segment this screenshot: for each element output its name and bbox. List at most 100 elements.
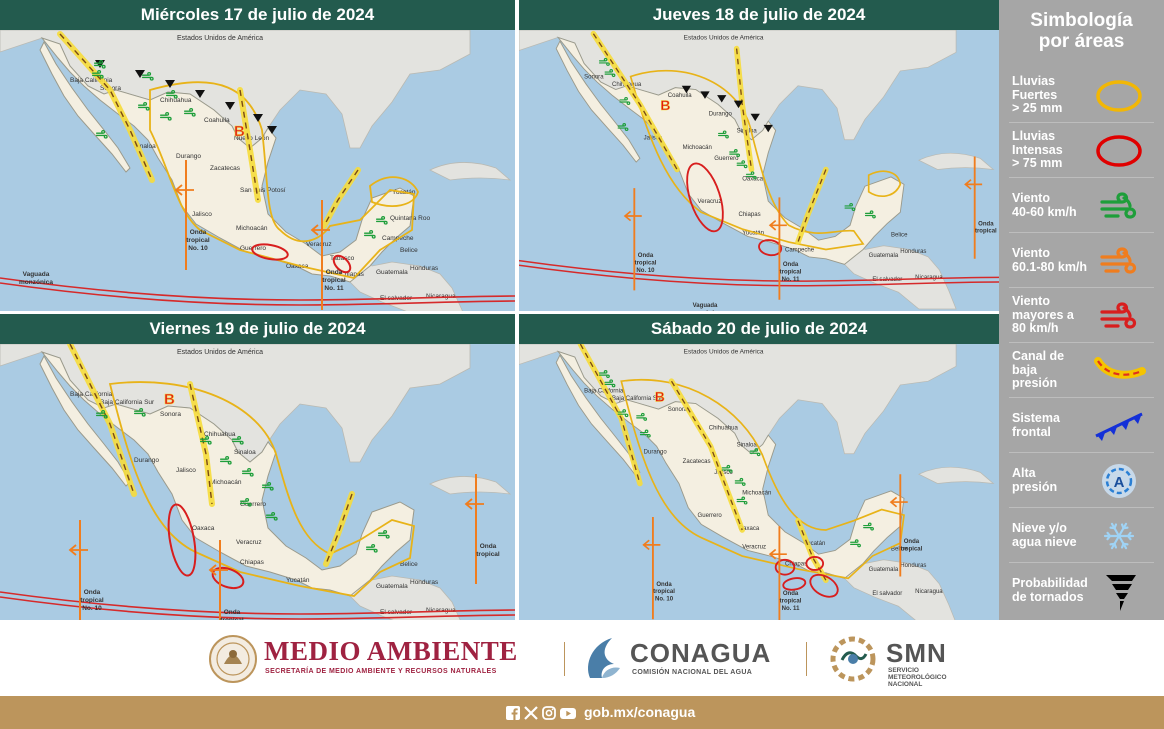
state-label: Sinaloa	[737, 442, 758, 448]
intense-rain-area	[782, 577, 807, 591]
state-label: Michoacán	[683, 145, 712, 151]
wind-symbol	[242, 467, 254, 477]
country-label: Belice	[400, 247, 418, 254]
usa-label: Estados Unidos de América	[177, 349, 263, 356]
legend-separator	[1009, 342, 1154, 343]
panel-title: Viernes 19 de julio de 2024	[0, 314, 515, 344]
green-wind-icon	[1100, 192, 1137, 219]
state-label: Durango	[176, 153, 201, 160]
legend-item: Lluvias Intensas > 75 mm	[999, 123, 1164, 178]
low-pressure-trough	[239, 89, 259, 201]
wind-symbol	[749, 448, 761, 457]
wind-symbol	[604, 379, 616, 388]
state-label: Campeche	[785, 247, 815, 253]
tornado-probability-mark	[165, 80, 175, 88]
yellow-ellipse-icon	[1096, 80, 1142, 112]
country-label: Honduras	[410, 265, 439, 272]
feature-label: Onda tropical No. 10	[653, 582, 675, 603]
state-label: Durango	[644, 450, 668, 456]
monsoon-trough-line	[0, 282, 515, 306]
low-pressure-trough	[797, 520, 827, 581]
state-label: Jalisco	[644, 136, 663, 142]
baja-landmass	[555, 40, 641, 163]
low-pressure-trough	[59, 33, 153, 181]
wind-symbol	[636, 412, 648, 421]
legend-item-label: Nieve y/o agua nieve	[1012, 521, 1077, 549]
tornado-probability-mark	[253, 114, 263, 122]
state-label: Chihuahua	[204, 431, 236, 438]
wind-symbol	[94, 59, 106, 69]
state-label: Coahuila	[668, 93, 692, 99]
state-label: Zacatecas	[210, 165, 241, 172]
svg-text:A: A	[1114, 474, 1125, 491]
legend-separator	[1009, 232, 1154, 233]
wind-symbol	[142, 71, 154, 81]
state-label: Durango	[134, 457, 159, 464]
trough-icon	[1094, 357, 1146, 379]
tropical-wave-arrow	[174, 184, 194, 196]
wind-symbol	[617, 123, 629, 132]
red-wind-icon	[1100, 302, 1137, 329]
monsoon-trough-line	[519, 259, 999, 282]
feature-label: Onda tropical No. 10	[186, 229, 210, 252]
heavy-rain-area	[369, 176, 419, 207]
tropical-wave-arrow	[623, 210, 642, 222]
wind-symbol	[378, 529, 390, 539]
legend-item: Canal de baja presión	[999, 343, 1164, 398]
x-icon[interactable]	[524, 706, 538, 720]
legend-item: Viento 60.1-80 km/h	[999, 233, 1164, 288]
state-label: San Luis Potosí	[240, 187, 286, 194]
tornado-probability-mark	[135, 70, 145, 78]
conagua-subtitle: COMISIÓN NACIONAL DEL AGUA	[632, 669, 753, 676]
legend-item-label: Viento 60.1-80 km/h	[1012, 246, 1088, 274]
country-label: Honduras	[900, 249, 926, 255]
smn-logo: SMN	[886, 638, 947, 668]
feature-label: Onda tropical No. 10	[635, 253, 657, 274]
tropical-wave-arrow	[768, 220, 787, 231]
footer: gob.mx/conagua	[0, 696, 1164, 729]
state-label: Sonora	[668, 407, 688, 413]
legend-separator	[1009, 287, 1154, 288]
baja-landmass	[39, 40, 131, 173]
intense-rain-area	[774, 558, 796, 576]
tornado-probability-mark	[750, 113, 760, 122]
state-label: Sonora	[160, 411, 181, 418]
wind-symbol	[721, 464, 733, 473]
tornado-probability-mark	[681, 85, 692, 94]
footer-url[interactable]: gob.mx/conagua	[584, 704, 696, 720]
legend-item: Probabilidad de tornados	[999, 563, 1164, 618]
country-label: Guatemala	[869, 567, 899, 573]
cuba-landmass	[429, 162, 512, 181]
conagua-logo-icon	[588, 638, 620, 678]
wind-symbol	[864, 210, 876, 219]
heavy-rain-area	[108, 381, 415, 597]
state-label: Jalisco	[714, 470, 733, 476]
wind-symbol	[729, 149, 741, 158]
tropical-wave-arrow	[208, 564, 228, 576]
medio-ambiente-subtitle: SECRETARÍA DE MEDIO AMBIENTE Y RECURSOS …	[265, 668, 497, 675]
intense-rain-area	[251, 243, 289, 261]
state-label: Veracruz	[306, 241, 332, 248]
youtube-icon[interactable]	[560, 706, 576, 720]
orange-wind-icon	[1100, 247, 1137, 274]
map-panel-4: Sábado 20 de julio de 2024 Estados Unido…	[519, 314, 999, 620]
tropical-wave-arrow	[889, 496, 908, 508]
panel-title: Sábado 20 de julio de 2024	[519, 314, 999, 344]
low-pressure-trough	[189, 383, 213, 505]
weather-map: Estados Unidos de América Baja California…	[519, 344, 995, 620]
wind-symbol	[92, 69, 104, 79]
state-label: Oaxaca	[286, 263, 309, 270]
country-label: Guatemala	[869, 253, 899, 259]
instagram-icon[interactable]	[542, 706, 556, 720]
state-label: Oaxaca	[192, 525, 215, 532]
low-pressure-label: B	[234, 123, 245, 140]
state-label: Oaxaca	[742, 177, 763, 183]
state-label: Zacatecas	[683, 459, 711, 465]
intense-rain-area	[686, 162, 724, 233]
weather-map: Estados Unidos de América Baja California…	[0, 30, 515, 311]
country-label: Guatemala	[376, 583, 408, 590]
wind-symbol	[240, 497, 252, 507]
facebook-icon[interactable]	[506, 706, 520, 720]
